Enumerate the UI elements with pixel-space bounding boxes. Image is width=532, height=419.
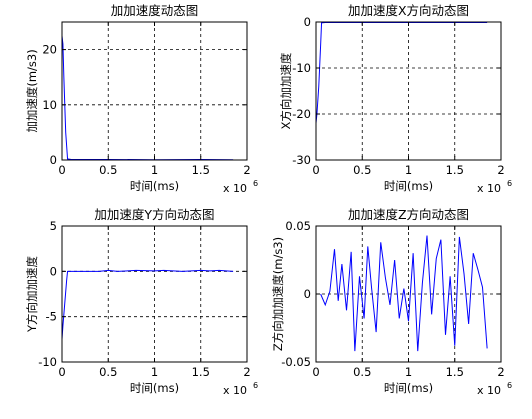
y-axis-label: X方向加加速度 — [279, 52, 293, 129]
y-tick-label: 0 — [304, 287, 311, 301]
chart-title: 加加速度Z方向动态图 — [348, 207, 469, 222]
x-tick-label: 1.5 — [446, 365, 464, 379]
x-tick-label: 2 — [243, 365, 250, 379]
x-axis-label: 时间(ms) — [384, 381, 433, 395]
x-exponent-power: 6 — [253, 381, 258, 390]
x-axis-label: 时间(ms) — [384, 179, 433, 193]
x-tick-label: 0.5 — [99, 365, 117, 379]
x-axis-label: 时间(ms) — [130, 179, 179, 193]
x-axis-label: 时间(ms) — [130, 381, 179, 395]
y-tick-label: -30 — [292, 153, 311, 167]
y-tick-label: -10 — [292, 61, 311, 75]
series-line — [320, 235, 488, 352]
x-tick-label: 1.5 — [192, 365, 210, 379]
x-tick-label: 0.5 — [353, 365, 371, 379]
y-tick-label: -0.05 — [281, 355, 311, 369]
x-tick-label: 0 — [58, 163, 65, 177]
x-tick-label: 0 — [312, 163, 319, 177]
y-tick-label: -5 — [46, 310, 57, 324]
x-tick-label: 1 — [151, 365, 158, 379]
subplot-4: 0 0.5 1 1.5 2-0.0500.05加加速度Z方向动态图时间(ms)Z方向加加… — [271, 207, 512, 397]
y-tick-label: -10 — [38, 355, 57, 369]
y-axis-label: 加加速度(m/s3) — [25, 49, 39, 132]
y-tick-label: 5 — [50, 219, 57, 233]
y-axis-label: Z方向加加速度(m/s3) — [271, 237, 285, 351]
x-tick-label: 1 — [405, 163, 412, 177]
x-tick-label: 0 — [312, 365, 319, 379]
y-tick-label: 10 — [42, 98, 57, 112]
y-tick-label: -20 — [292, 107, 311, 121]
x-exponent-label: x 10 — [223, 384, 247, 397]
y-tick-label: 0 — [304, 15, 311, 29]
x-tick-label: 2 — [497, 163, 504, 177]
x-tick-label: 0.5 — [99, 163, 117, 177]
x-exponent-label: x 10 — [477, 384, 501, 397]
x-exponent-power: 6 — [253, 179, 258, 188]
chart-title: 加加速度Y方向动态图 — [94, 207, 214, 222]
chart-title: 加加速度动态图 — [111, 3, 199, 18]
y-axis-label: Y方向加加速度 — [25, 255, 39, 333]
y-tick-label: 0 — [50, 153, 57, 167]
x-tick-label: 2 — [497, 365, 504, 379]
x-exponent-label: x 10 — [223, 182, 247, 195]
chart-title: 加加速度X方向动态图 — [348, 3, 469, 18]
x-tick-label: 1 — [151, 163, 158, 177]
x-tick-label: 1 — [405, 365, 412, 379]
x-tick-label: 1.5 — [192, 163, 210, 177]
x-exponent-power: 6 — [507, 381, 512, 390]
y-tick-label: 20 — [42, 43, 57, 57]
x-tick-label: 1.5 — [446, 163, 464, 177]
x-exponent-power: 6 — [507, 179, 512, 188]
y-tick-label: 0.05 — [285, 219, 311, 233]
series-line — [61, 269, 234, 340]
x-tick-label: 0.5 — [353, 163, 371, 177]
y-tick-label: 0 — [50, 264, 57, 278]
x-exponent-label: x 10 — [477, 182, 501, 195]
x-tick-label: 2 — [243, 163, 250, 177]
x-tick-label: 0 — [58, 365, 65, 379]
